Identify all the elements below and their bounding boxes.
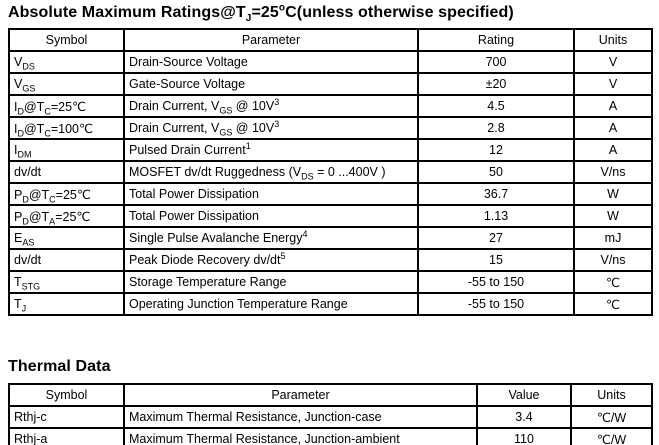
column-header-rating: Rating [417,28,575,52]
parameter-cell: Operating Junction Temperature Range [123,292,419,316]
symbol-cell: Rthj-a [8,427,125,445]
table-row: ID@TC=100℃ Drain Current, VGS @ 10V3 2.8 A [8,116,653,140]
header-row: Symbol Parameter Value Units [8,383,653,407]
units-cell: mJ [573,226,653,250]
units-cell: V [573,50,653,74]
parameter-cell: Maximum Thermal Resistance, Junction-cas… [123,405,478,429]
parameter-cell: Total Power Dissipation [123,182,419,206]
absolute-maximum-ratings-table: Symbol Parameter Rating Units VDS Drain-S… [8,28,653,316]
rating-cell: 50 [417,160,575,184]
parameter-cell: Drain Current, VGS @ 10V3 [123,94,419,118]
parameter-cell: Drain-Source Voltage [123,50,419,74]
column-header-parameter: Parameter [123,383,478,407]
table-row: TJ Operating Junction Temperature Range -5… [8,292,653,316]
table-row: Rthj-c Maximum Thermal Resistance, Juncti… [8,405,653,429]
table-row: IDM Pulsed Drain Current1 12 A [8,138,653,162]
units-cell: V [573,72,653,96]
column-header-value: Value [476,383,572,407]
units-cell: A [573,138,653,162]
units-cell: V/ns [573,160,653,184]
column-header-symbol: Symbol [8,28,125,52]
symbol-cell: TSTG [8,270,125,294]
column-header-parameter: Parameter [123,28,419,52]
value-cell: 110 [476,427,572,445]
symbol-cell: IDM [8,138,125,162]
parameter-cell: Drain Current, VGS @ 10V3 [123,116,419,140]
symbol-cell: VDS [8,50,125,74]
symbol-cell: dv/dt [8,248,125,272]
rating-cell: 27 [417,226,575,250]
column-header-units: Units [570,383,653,407]
rating-cell: 36.7 [417,182,575,206]
table-row: EAS Single Pulse Avalanche Energy4 27 mJ [8,226,653,250]
parameter-cell: Single Pulse Avalanche Energy4 [123,226,419,250]
units-cell: W [573,182,653,206]
table-row: TSTG Storage Temperature Range -55 to 150 ℃ [8,270,653,294]
rating-cell: 4.5 [417,94,575,118]
parameter-cell: MOSFET dv/dt Ruggedness (VDS = 0 ...400V… [123,160,419,184]
parameter-cell: Peak Diode Recovery dv/dt5 [123,248,419,272]
units-cell: ℃ [573,270,653,294]
symbol-cell: PD@TA=25℃ [8,204,125,228]
column-header-units: Units [573,28,653,52]
units-cell: W [573,204,653,228]
absolute-maximum-ratings-title: Absolute Maximum Ratings@TJ=25oC(unless … [8,2,514,25]
symbol-cell: Rthj-c [8,405,125,429]
units-cell: V/ns [573,248,653,272]
table-row: VGS Gate-Source Voltage ±20 V [8,72,653,96]
rating-cell: -55 to 150 [417,292,575,316]
rating-cell: ±20 [417,72,575,96]
parameter-cell: Total Power Dissipation [123,204,419,228]
rating-cell: -55 to 150 [417,270,575,294]
rating-cell: 1.13 [417,204,575,228]
symbol-cell: dv/dt [8,160,125,184]
units-cell: ℃/W [570,405,653,429]
units-cell: ℃ [573,292,653,316]
parameter-cell: Pulsed Drain Current1 [123,138,419,162]
parameter-cell: Storage Temperature Range [123,270,419,294]
rating-cell: 700 [417,50,575,74]
thermal-data-table: Symbol Parameter Value Units Rthj-c Maxim… [8,383,653,445]
parameter-cell: Maximum Thermal Resistance, Junction-amb… [123,427,478,445]
column-header-symbol: Symbol [8,383,125,407]
table-row: VDS Drain-Source Voltage 700 V [8,50,653,74]
table-row: PD@TA=25℃ Total Power Dissipation 1.13 W [8,204,653,228]
units-cell: A [573,94,653,118]
table-row: dv/dt MOSFET dv/dt Ruggedness (VDS = 0 ..… [8,160,653,184]
rating-cell: 12 [417,138,575,162]
symbol-cell: EAS [8,226,125,250]
symbol-cell: PD@TC=25℃ [8,182,125,206]
table-row: Rthj-a Maximum Thermal Resistance, Juncti… [8,427,653,445]
symbol-cell: TJ [8,292,125,316]
symbol-cell: VGS [8,72,125,96]
rating-cell: 15 [417,248,575,272]
header-row: Symbol Parameter Rating Units [8,28,653,52]
units-cell: ℃/W [570,427,653,445]
rating-cell: 2.8 [417,116,575,140]
table-row: dv/dt Peak Diode Recovery dv/dt5 15 V/ns [8,248,653,272]
thermal-data-title: Thermal Data [8,358,111,375]
parameter-cell: Gate-Source Voltage [123,72,419,96]
value-cell: 3.4 [476,405,572,429]
symbol-cell: ID@TC=100℃ [8,116,125,140]
table-row: ID@TC=25℃ Drain Current, VGS @ 10V3 4.5 A [8,94,653,118]
symbol-cell: ID@TC=25℃ [8,94,125,118]
units-cell: A [573,116,653,140]
table-row: PD@TC=25℃ Total Power Dissipation 36.7 W [8,182,653,206]
